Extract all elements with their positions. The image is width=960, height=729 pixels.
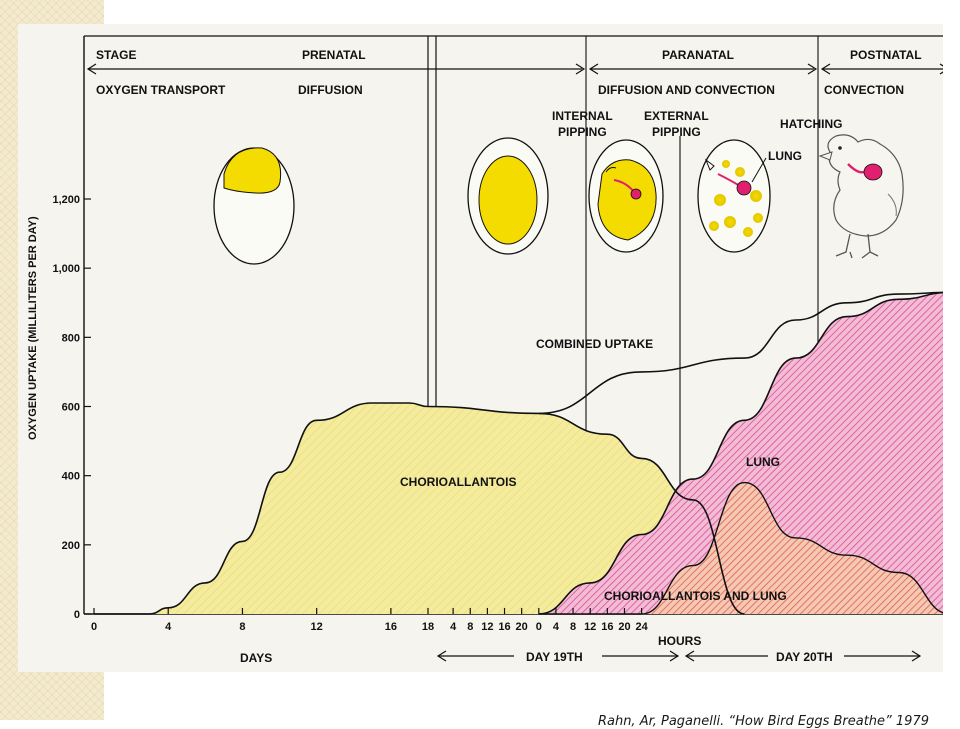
y-tick-label: 200 — [62, 540, 80, 552]
x-axis: 0 4 8 12 16 18 4 8 12 16 20 0 4 8 12 16 20 24 — [91, 608, 649, 633]
y-tick-label: 1,200 — [52, 194, 80, 206]
chick-icon — [818, 134, 904, 259]
stage-label: STAGE — [96, 48, 136, 62]
x-section-label-day20: DAY 20TH — [776, 650, 833, 664]
x-tick-label: 8 — [467, 621, 473, 633]
x-hours-label: HOURS — [658, 634, 701, 648]
egg-external-pipping-icon: LUNG — [697, 139, 802, 253]
x-tick-label: 20 — [618, 621, 630, 633]
convection-label: CONVECTION — [824, 83, 904, 97]
y-tick-label: 800 — [62, 332, 80, 344]
x-tick-label: 8 — [239, 621, 245, 633]
x-tick-label: 12 — [584, 621, 596, 633]
y-tick-label: 0 — [74, 609, 80, 621]
y-axis: 0 200 400 600 800 1,000 1,200 — [52, 194, 91, 621]
series-label-lung: LUNG — [746, 455, 780, 469]
x-tick-label: 24 — [635, 621, 648, 633]
x-tick-label: 16 — [385, 621, 397, 633]
x-tick-label: 12 — [311, 621, 323, 633]
day-arrows — [436, 650, 922, 662]
postnatal-label: POSTNATAL — [850, 48, 922, 62]
internal-pipping-label-2: PIPPING — [558, 125, 607, 139]
prenatal-label: PRENATAL — [302, 48, 366, 62]
y-tick-label: 400 — [62, 471, 80, 483]
lung-curve — [538, 291, 943, 615]
x-tick-label: 0 — [91, 621, 97, 633]
egg-prenatal-icon — [213, 147, 295, 265]
chorioallantois-area — [94, 403, 745, 614]
x-tick-label: 16 — [498, 621, 510, 633]
paranatal-label: PARANATAL — [662, 48, 734, 62]
citation: Rahn, Ar, Paganelli. “How Bird Eggs Brea… — [597, 714, 929, 729]
x-tick-label: 4 — [450, 621, 457, 633]
lung-area — [538, 292, 943, 614]
x-tick-label: 16 — [601, 621, 613, 633]
internal-pipping-label-1: INTERNAL — [552, 109, 613, 123]
x-tick-label: 8 — [570, 621, 576, 633]
external-pipping-label-1: EXTERNAL — [644, 109, 709, 123]
diffusion-label: DIFFUSION — [298, 83, 363, 97]
external-pipping-label-2: PIPPING — [652, 125, 701, 139]
chorioallantois-and-lung-area — [538, 482, 943, 614]
series-label-chorioallantois: CHORIOALLANTOIS — [400, 475, 516, 489]
y-axis-label: OXYGEN UPTAKE (MILLILITERS PER DAY) — [27, 216, 39, 440]
x-tick-label: 18 — [422, 621, 434, 633]
hatching-label: HATCHING — [780, 117, 842, 131]
series-label-chorioallantois-and-lung: CHORIOALLANTOIS AND LUNG — [604, 589, 787, 603]
chorioallantois-and-lung-curve — [538, 481, 943, 615]
lung-pointer-label: LUNG — [768, 149, 802, 163]
series-label-combined-uptake: COMBINED UPTAKE — [536, 337, 653, 351]
egg-day19-icon — [467, 137, 549, 255]
chorioallantois-curve — [94, 402, 745, 615]
stage-arrows — [86, 63, 943, 75]
x-section-label-day19: DAY 19TH — [526, 650, 583, 664]
x-tick-label: 4 — [165, 621, 172, 633]
combined-uptake-curve — [538, 291, 943, 415]
x-section-label-days: DAYS — [240, 651, 272, 665]
oxygen-uptake-figure: STAGE PRENATAL PARANATAL POSTNATAL OXYGE… — [18, 24, 943, 729]
x-tick-label: 0 — [536, 621, 542, 633]
diffusion-convection-label: DIFFUSION AND CONVECTION — [598, 83, 775, 97]
egg-internal-pipping-icon — [588, 139, 664, 253]
oxygen-uptake-chart: STAGE PRENATAL PARANATAL POSTNATAL OXYGE… — [27, 35, 943, 665]
y-tick-label: 1,000 — [52, 263, 80, 275]
x-tick-label: 20 — [516, 621, 528, 633]
y-tick-label: 600 — [62, 402, 80, 414]
oxygen-transport-label: OXYGEN TRANSPORT — [96, 83, 226, 97]
x-tick-label: 4 — [553, 621, 560, 633]
x-tick-label: 12 — [481, 621, 493, 633]
